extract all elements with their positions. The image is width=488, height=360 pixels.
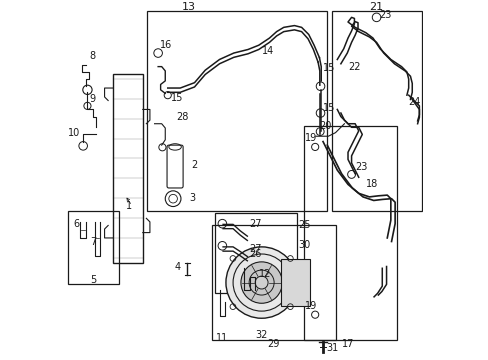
Text: 23: 23 [379,10,391,20]
Bar [215,213,297,293]
Text: 25: 25 [297,220,310,230]
Text: 29: 29 [267,339,280,349]
Text: 1: 1 [126,201,132,211]
Text: 21: 21 [369,2,383,12]
Text: 15: 15 [323,63,335,73]
Bar [304,126,396,340]
Text: 20: 20 [319,121,331,131]
Text: 16: 16 [159,40,171,50]
Text: 31: 31 [325,343,337,353]
Text: 4: 4 [175,262,181,272]
Text: 17: 17 [341,339,353,349]
Text: 14: 14 [262,46,274,55]
Circle shape [255,276,267,289]
Text: 12: 12 [258,269,271,279]
Bar [281,259,309,306]
Text: 23: 23 [354,162,367,172]
Text: 28: 28 [176,112,189,122]
Text: 10: 10 [68,128,80,138]
Text: 2: 2 [191,160,197,170]
Text: 30: 30 [297,240,310,250]
Text: 8: 8 [89,51,95,61]
Text: 19: 19 [304,133,316,143]
Circle shape [241,262,282,303]
Text: 18: 18 [365,179,377,189]
Text: 11: 11 [215,333,228,343]
Circle shape [225,247,297,318]
Text: 15: 15 [323,103,335,113]
Text: 32: 32 [255,330,267,340]
Text: 26: 26 [248,249,261,259]
Text: 5: 5 [90,275,96,285]
Text: 9: 9 [89,94,95,104]
Text: 15: 15 [171,93,183,103]
Text: 3: 3 [189,193,195,203]
Bar [211,225,335,340]
Bar [147,11,326,211]
Text: 24: 24 [407,97,420,107]
Text: 7: 7 [90,237,96,247]
Text: 13: 13 [182,2,196,12]
Text: 22: 22 [347,62,360,72]
Text: 19: 19 [304,301,316,311]
Text: 6: 6 [73,219,79,229]
Text: 27: 27 [248,219,261,229]
Bar [331,11,422,211]
Text: 27: 27 [248,244,261,254]
Bar [68,211,119,284]
